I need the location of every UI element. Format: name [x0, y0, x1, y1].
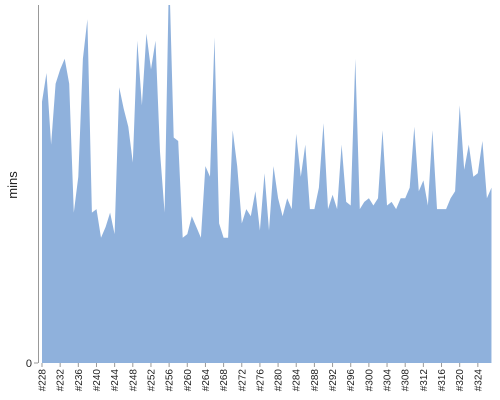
x-tick-label: #236 [74, 369, 85, 392]
y-axis-label: mins [5, 171, 20, 199]
x-tick-label: #260 [183, 369, 194, 392]
x-tick-label: #248 [128, 369, 139, 392]
x-tick-label: #324 [473, 369, 484, 392]
x-tick-label: #304 [383, 369, 394, 392]
x-tick-label: #308 [401, 369, 412, 392]
x-tick-label: #244 [110, 369, 121, 392]
x-tick-label: #240 [92, 369, 103, 392]
x-tick-label: #300 [364, 369, 375, 392]
x-tick-label: #228 [38, 369, 49, 392]
x-tick-label: #256 [165, 369, 176, 392]
x-tick-label: #316 [437, 369, 448, 392]
plot-area [42, 5, 492, 363]
x-tick-label: #280 [274, 369, 285, 392]
area [42, 5, 492, 363]
x-tick-label: #276 [255, 369, 266, 392]
x-tick-label: #232 [56, 369, 67, 392]
x-tick-label: #264 [201, 369, 212, 392]
x-tick-label: #288 [310, 369, 321, 392]
x-tick-label: #272 [237, 369, 248, 392]
y-tick-label: 0 [26, 358, 32, 370]
x-tick-label: #292 [328, 369, 339, 392]
x-tick-label: #284 [292, 369, 303, 392]
x-tick-label: #320 [455, 369, 466, 392]
x-tick-label: #252 [146, 369, 157, 392]
x-tick-label: #312 [419, 369, 430, 392]
x-tick-label: #296 [346, 369, 357, 392]
x-tick-label: #268 [219, 369, 230, 392]
